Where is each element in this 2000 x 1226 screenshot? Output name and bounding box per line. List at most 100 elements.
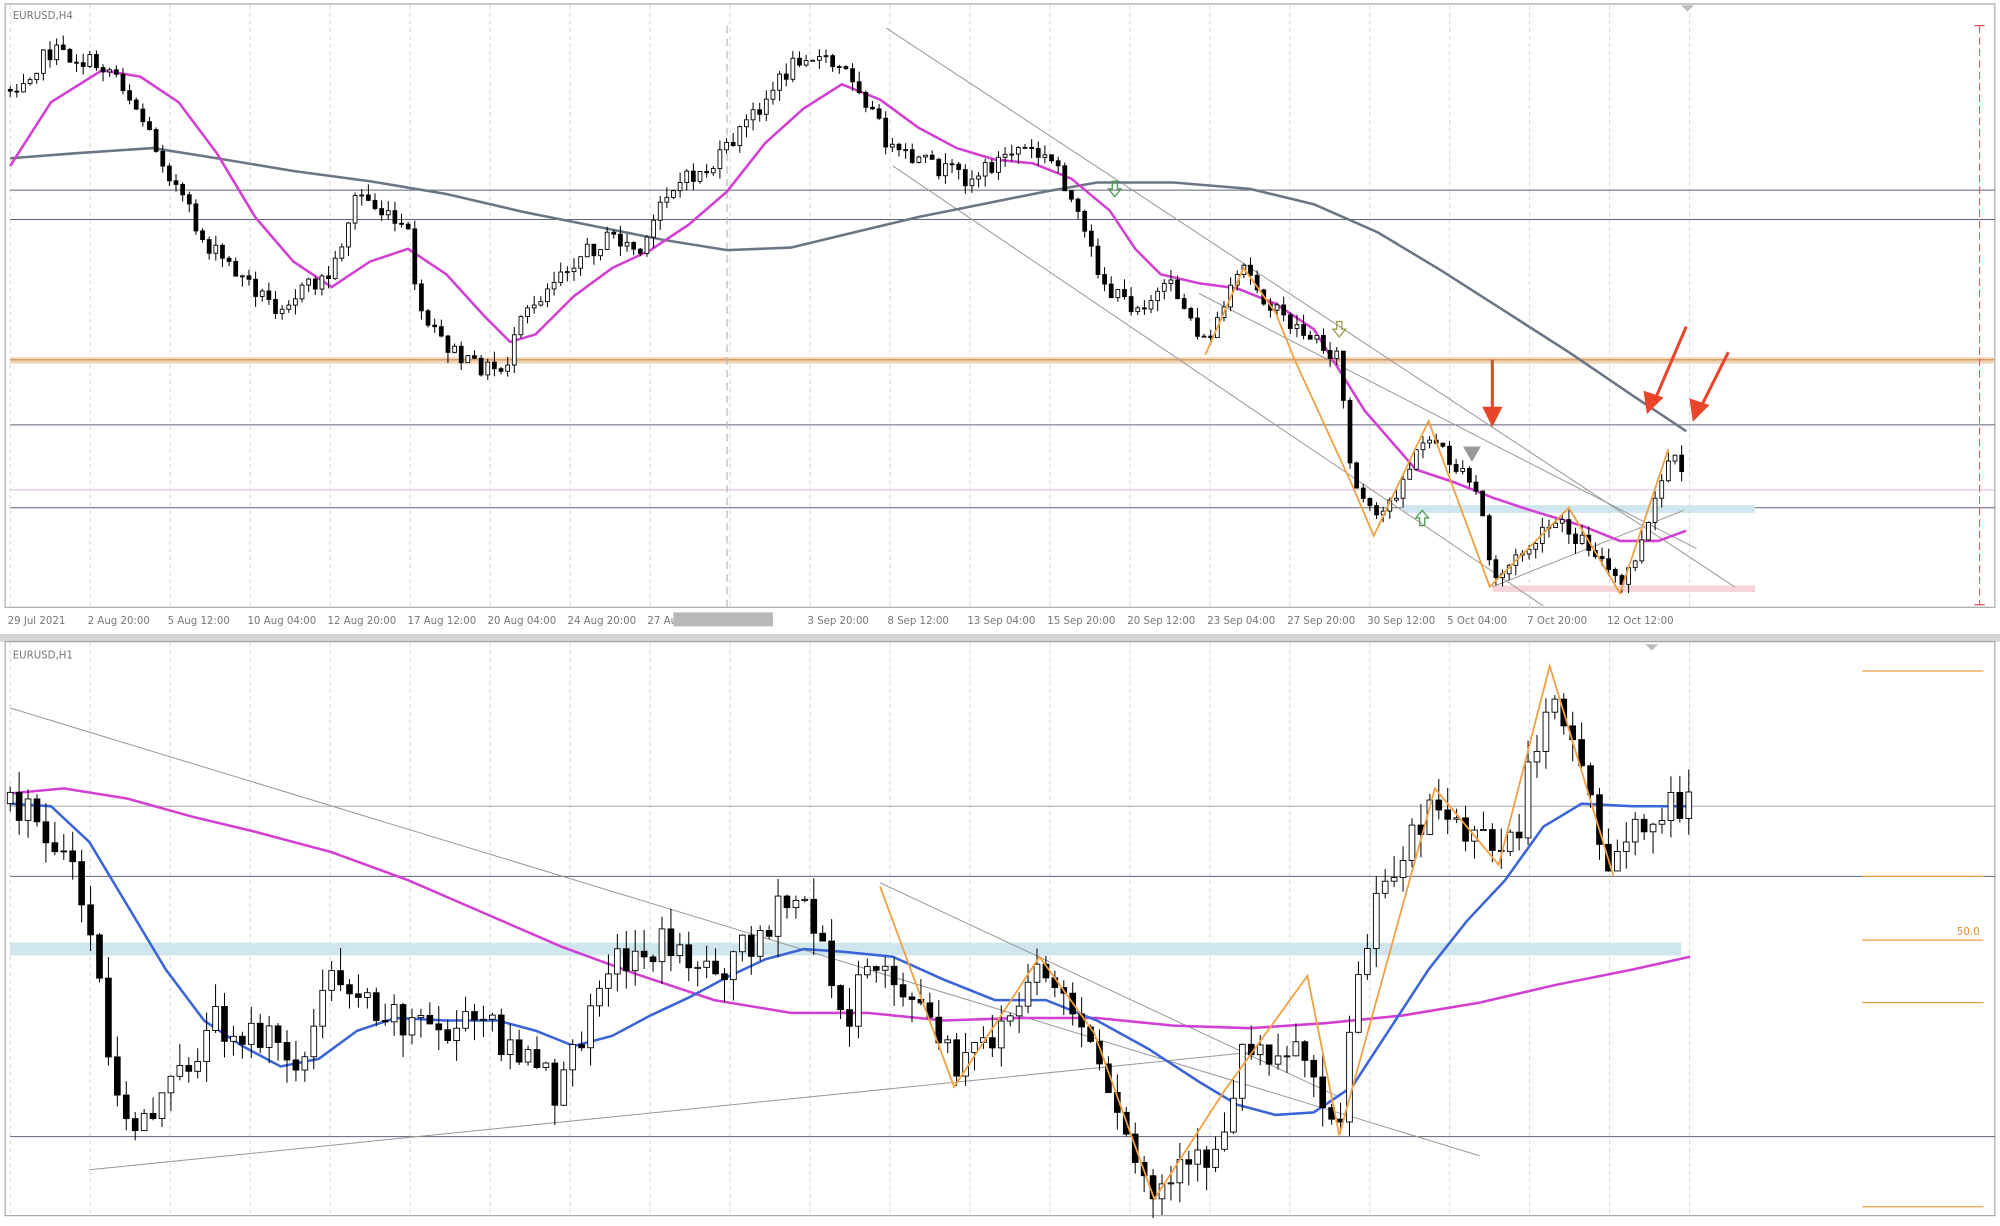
marker-triangle xyxy=(1463,446,1481,462)
candle-body xyxy=(863,92,869,108)
candle-body xyxy=(1467,468,1472,483)
candle-body xyxy=(783,73,789,80)
time-label: 12 Oct 12:00 xyxy=(1607,616,1673,627)
candle-body xyxy=(230,1035,237,1042)
time-label: 24 Aug 20:00 xyxy=(567,616,636,627)
candle-body xyxy=(909,149,915,163)
candle-body xyxy=(113,69,119,75)
candle-body xyxy=(122,1094,130,1120)
candle-body xyxy=(1355,974,1362,1033)
candle-body xyxy=(256,1022,264,1048)
candle-body xyxy=(1346,1031,1353,1123)
trend-line xyxy=(879,882,1340,1098)
time-label: 17 Aug 12:00 xyxy=(408,616,477,627)
time-label: 3 Sep 20:00 xyxy=(807,616,869,627)
candle-body xyxy=(890,965,898,986)
candle-body xyxy=(364,992,371,998)
candle-body xyxy=(792,900,800,909)
candle-body xyxy=(817,56,822,61)
level-zone xyxy=(10,357,1995,364)
candle-body xyxy=(239,275,245,278)
arrow-head xyxy=(1689,398,1710,422)
candle-body xyxy=(1168,279,1174,284)
candle-body xyxy=(657,201,663,221)
candle-body xyxy=(1659,480,1665,499)
candle-body xyxy=(1203,1149,1210,1168)
candle-body xyxy=(916,156,922,163)
candle-body xyxy=(1254,274,1260,291)
candle-body xyxy=(1102,274,1107,285)
candle-body xyxy=(417,1014,425,1019)
candle-body xyxy=(60,44,66,50)
top-panel-frame xyxy=(4,3,1996,608)
candle-body xyxy=(1029,146,1034,149)
candle-body xyxy=(1175,279,1180,300)
candle-body xyxy=(372,992,380,1021)
candle-body xyxy=(1310,1059,1318,1078)
candle-body xyxy=(936,158,942,177)
candle-body xyxy=(846,1009,853,1027)
candle-body xyxy=(923,154,928,158)
candle-body xyxy=(42,821,50,844)
candle-body xyxy=(644,236,650,254)
candle-body xyxy=(872,966,880,971)
time-label: 5 Oct 04:00 xyxy=(1447,616,1507,627)
candle-body xyxy=(525,307,530,318)
candle-body xyxy=(1314,335,1320,340)
candle-body xyxy=(274,1025,282,1043)
candle-body xyxy=(140,1112,148,1132)
scroll-marker xyxy=(1681,5,1694,12)
candle-body xyxy=(78,861,85,906)
candle-body xyxy=(724,141,729,151)
candle-body xyxy=(359,194,365,197)
candle-body xyxy=(1062,165,1068,192)
candle-body xyxy=(259,290,265,297)
candle-body xyxy=(33,798,41,823)
channel-line xyxy=(1198,293,1697,550)
candle-body xyxy=(96,934,103,979)
candle-body xyxy=(1024,981,1032,1007)
candle-body xyxy=(515,1039,523,1063)
candle-body xyxy=(578,256,583,269)
candle-body xyxy=(1334,350,1340,359)
candle-body xyxy=(1420,442,1426,451)
signal-arrow xyxy=(1414,509,1430,527)
candle-body xyxy=(1287,314,1293,329)
candle-body xyxy=(1542,711,1550,752)
candle-body xyxy=(830,55,836,67)
candle-body xyxy=(1632,560,1638,569)
candle-body xyxy=(1307,334,1313,340)
candle-body xyxy=(962,169,968,187)
candle-body xyxy=(1082,210,1088,232)
candle-body xyxy=(1167,1182,1175,1185)
candle-body xyxy=(744,119,749,128)
candle-body xyxy=(80,62,86,67)
fast-moving-average xyxy=(10,802,1691,1117)
candle-body xyxy=(757,109,763,115)
signal-arrow xyxy=(1107,180,1123,198)
candle-body xyxy=(426,1014,434,1025)
panel-splitter[interactable] xyxy=(0,634,2000,642)
candle-body xyxy=(538,301,544,306)
candle-body xyxy=(765,930,773,937)
scroll-marker xyxy=(1645,644,1659,651)
candle-body xyxy=(1319,1076,1327,1109)
candle-body xyxy=(747,934,755,957)
candle-body xyxy=(598,249,603,257)
candle-body xyxy=(1128,296,1134,313)
fibo-label: 50.0 xyxy=(1957,927,1980,938)
candle-body xyxy=(837,985,844,1011)
candle-body xyxy=(1185,1159,1193,1165)
candle-body xyxy=(94,54,99,69)
candle-body xyxy=(337,970,344,986)
candle-body xyxy=(631,242,637,250)
annotation-arrows xyxy=(1482,326,1730,428)
candle-body xyxy=(445,335,451,353)
candle-body xyxy=(167,165,172,182)
candle-body xyxy=(346,984,353,995)
candle-body xyxy=(676,944,684,957)
candle-body xyxy=(1265,1044,1273,1065)
candle-body xyxy=(1679,454,1684,473)
candle-body xyxy=(74,61,79,64)
candle-body xyxy=(1181,298,1187,309)
